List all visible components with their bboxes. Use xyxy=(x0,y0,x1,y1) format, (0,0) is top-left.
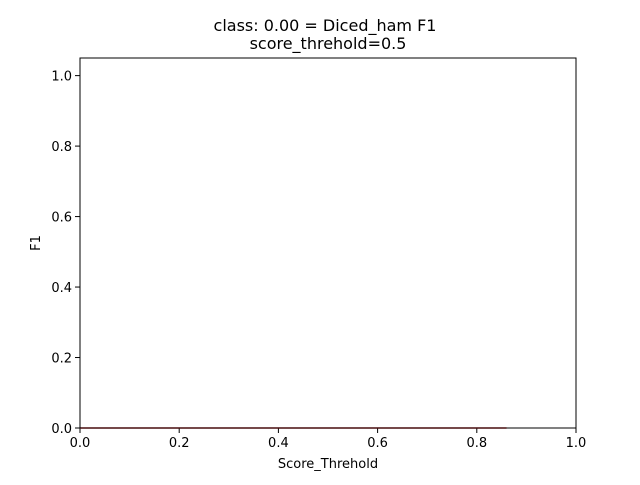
x-tick-label: 0.2 xyxy=(169,436,190,451)
y-tick-label: 0.6 xyxy=(51,211,72,226)
x-tick-label: 0.6 xyxy=(367,436,388,451)
y-tick-label: 0.2 xyxy=(51,352,72,367)
x-tick-label: 0.0 xyxy=(70,436,91,451)
x-tick-label: 0.8 xyxy=(466,436,487,451)
x-tick-label: 0.4 xyxy=(268,436,289,451)
chart-subtitle: score_threhold=0.5 xyxy=(250,34,407,54)
y-axis-ticks: 0.0 0.2 0.4 0.6 0.8 1.0 xyxy=(51,70,80,437)
x-axis-label: Score_Threhold xyxy=(278,457,378,472)
y-tick-label: 0.4 xyxy=(51,281,72,296)
plot-area xyxy=(80,58,576,428)
y-axis-label: F1 xyxy=(29,235,44,251)
y-tick-label: 1.0 xyxy=(51,70,72,85)
y-tick-label: 0.8 xyxy=(51,140,72,155)
x-tick-label: 1.0 xyxy=(566,436,587,451)
chart-title: class: 0.00 = Diced_ham F1 xyxy=(214,16,437,36)
y-tick-label: 0.0 xyxy=(51,422,72,437)
x-axis-ticks: 0.0 0.2 0.4 0.6 0.8 1.0 xyxy=(70,428,587,451)
plot-frame xyxy=(79,57,577,429)
